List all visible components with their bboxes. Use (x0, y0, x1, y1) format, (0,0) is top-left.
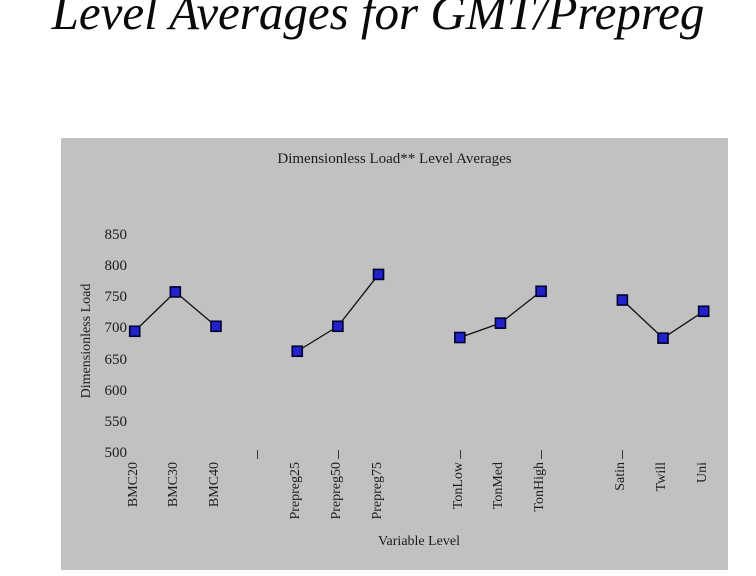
data-point-marker (454, 331, 466, 344)
y-tick-label: 600 (104, 382, 128, 399)
x-axis-tick-mark (337, 450, 339, 459)
plot-area (128, 268, 710, 358)
data-point-marker (494, 317, 507, 329)
data-point-marker (657, 332, 669, 344)
slide-title: Level Averages for GMT/Prepreg (51, 0, 705, 40)
data-point-marker (210, 320, 222, 333)
data-point-marker (128, 325, 141, 338)
series-line (134, 291, 217, 332)
y-tick-label: 550 (104, 414, 128, 431)
level-averages-chart: Dimensionless Load** Level Averages Dime… (61, 138, 728, 570)
y-tick-label: 500 (104, 445, 128, 462)
data-point-marker (169, 286, 182, 298)
x-axis-tick-mark (541, 450, 543, 459)
x-axis-tick-mark (256, 450, 258, 459)
x-axis-label: Variable Level (377, 534, 461, 549)
data-point-marker (291, 345, 304, 358)
data-point-marker (332, 320, 344, 333)
x-axis-tick-mark (459, 450, 461, 459)
y-tick-label: 800 (104, 257, 128, 274)
x-axis-tick-mark (622, 450, 624, 459)
data-point-marker (616, 294, 629, 306)
chart-title: Dimensionless Load** Level Averages (277, 151, 512, 167)
y-tick-label: 850 (104, 226, 128, 243)
y-tick-label: 750 (104, 289, 128, 306)
y-tick-label: 700 (104, 320, 128, 337)
data-point-marker (697, 305, 710, 318)
data-point-marker (372, 268, 385, 281)
series-line (296, 274, 380, 352)
data-point-marker (535, 285, 547, 298)
series-line (459, 290, 542, 339)
y-tick-label: 650 (104, 351, 128, 368)
